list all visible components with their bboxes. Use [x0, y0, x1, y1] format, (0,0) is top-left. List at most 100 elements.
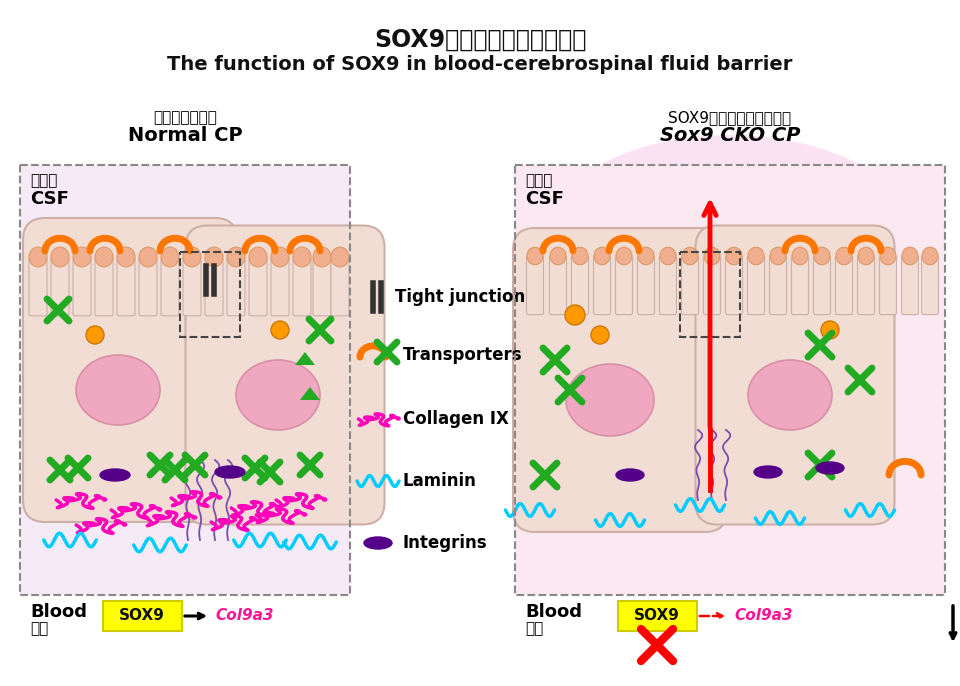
Ellipse shape [616, 247, 632, 265]
FancyBboxPatch shape [103, 601, 182, 631]
FancyBboxPatch shape [704, 256, 721, 315]
Ellipse shape [816, 462, 844, 474]
FancyBboxPatch shape [835, 256, 852, 315]
FancyBboxPatch shape [549, 256, 566, 315]
FancyBboxPatch shape [117, 257, 135, 316]
Ellipse shape [682, 247, 698, 265]
Text: CSF: CSF [30, 190, 69, 208]
FancyBboxPatch shape [249, 257, 267, 316]
FancyBboxPatch shape [29, 257, 47, 316]
Ellipse shape [161, 247, 179, 267]
Polygon shape [300, 387, 320, 400]
FancyBboxPatch shape [73, 257, 91, 316]
FancyBboxPatch shape [726, 256, 742, 315]
FancyBboxPatch shape [901, 256, 919, 315]
Ellipse shape [565, 305, 585, 325]
Ellipse shape [566, 364, 654, 436]
FancyBboxPatch shape [526, 256, 543, 315]
FancyBboxPatch shape [922, 256, 939, 315]
FancyBboxPatch shape [271, 257, 289, 316]
Ellipse shape [902, 247, 918, 265]
Ellipse shape [591, 326, 609, 344]
Text: Col9a3: Col9a3 [734, 608, 793, 624]
FancyBboxPatch shape [637, 256, 655, 315]
Text: 腦脊液: 腦脊液 [30, 173, 58, 188]
FancyBboxPatch shape [205, 257, 223, 316]
FancyBboxPatch shape [660, 256, 677, 315]
FancyBboxPatch shape [161, 257, 179, 316]
FancyBboxPatch shape [227, 257, 245, 316]
Text: Blood: Blood [30, 603, 87, 621]
Ellipse shape [640, 190, 820, 300]
FancyBboxPatch shape [695, 226, 895, 525]
FancyBboxPatch shape [682, 256, 699, 315]
Ellipse shape [572, 247, 588, 265]
Text: SOX9: SOX9 [634, 608, 680, 624]
Ellipse shape [117, 247, 135, 267]
FancyBboxPatch shape [139, 257, 157, 316]
Ellipse shape [364, 537, 392, 549]
Ellipse shape [293, 247, 311, 267]
FancyBboxPatch shape [513, 228, 727, 532]
Ellipse shape [51, 247, 69, 267]
Ellipse shape [236, 360, 320, 430]
Text: SOX9: SOX9 [119, 608, 165, 624]
Ellipse shape [527, 247, 543, 265]
FancyBboxPatch shape [618, 601, 697, 631]
Text: Col9a3: Col9a3 [215, 608, 274, 624]
FancyBboxPatch shape [615, 256, 633, 315]
FancyBboxPatch shape [185, 226, 385, 525]
Text: Laminin: Laminin [403, 472, 477, 490]
Ellipse shape [95, 247, 113, 267]
Text: SOX9在血腦脊液屏障的作用: SOX9在血腦脊液屏障的作用 [373, 28, 587, 52]
Bar [515, 165, 945, 595]
Ellipse shape [249, 247, 267, 267]
Ellipse shape [86, 326, 104, 344]
Ellipse shape [880, 247, 896, 265]
Ellipse shape [754, 466, 782, 478]
FancyBboxPatch shape [770, 256, 786, 315]
Text: The function of SOX9 in blood-cerebrospinal fluid barrier: The function of SOX9 in blood-cerebrospi… [167, 55, 793, 74]
Text: 正常小鼠脈絡叢: 正常小鼠脈絡叢 [153, 110, 217, 125]
Ellipse shape [271, 247, 289, 267]
FancyBboxPatch shape [95, 257, 113, 316]
Text: 血液: 血液 [525, 621, 543, 636]
Polygon shape [295, 352, 315, 365]
Text: Blood: Blood [525, 603, 582, 621]
Ellipse shape [29, 247, 47, 267]
FancyBboxPatch shape [857, 256, 875, 315]
Text: SOX9基因變異小鼠脈絡叢: SOX9基因變異小鼠脈絡叢 [668, 110, 792, 125]
Ellipse shape [100, 469, 130, 481]
FancyBboxPatch shape [331, 257, 349, 316]
Ellipse shape [540, 135, 920, 355]
Ellipse shape [616, 469, 644, 481]
Text: Normal CP: Normal CP [128, 126, 242, 145]
Ellipse shape [726, 247, 742, 265]
FancyBboxPatch shape [293, 257, 311, 316]
Text: Tight junction: Tight junction [395, 288, 525, 306]
Bar [515, 165, 945, 595]
Ellipse shape [76, 355, 160, 425]
Ellipse shape [227, 247, 245, 267]
Text: 腦脊液: 腦脊液 [525, 173, 552, 188]
Bar [20, 165, 350, 595]
Ellipse shape [836, 247, 852, 265]
Ellipse shape [205, 247, 223, 267]
Bar [20, 165, 350, 595]
Text: Collagen IX: Collagen IX [403, 410, 509, 428]
Ellipse shape [770, 247, 786, 265]
FancyBboxPatch shape [791, 256, 808, 315]
Ellipse shape [73, 247, 91, 267]
Ellipse shape [922, 247, 938, 265]
Ellipse shape [594, 247, 610, 265]
Ellipse shape [748, 360, 832, 430]
Ellipse shape [704, 247, 720, 265]
Ellipse shape [821, 321, 839, 339]
Ellipse shape [590, 165, 870, 325]
Ellipse shape [271, 321, 289, 339]
Bar [180, 252, 240, 337]
FancyBboxPatch shape [51, 257, 69, 316]
Ellipse shape [638, 247, 654, 265]
Ellipse shape [331, 247, 349, 267]
Text: 血液: 血液 [30, 621, 48, 636]
